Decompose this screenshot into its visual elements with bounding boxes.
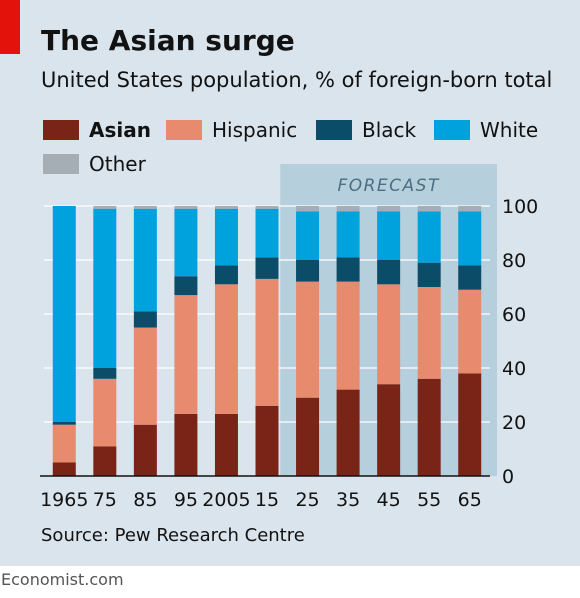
bar-asian-35 bbox=[336, 389, 360, 476]
bar-white-45 bbox=[377, 211, 401, 260]
bar-hispanic-95 bbox=[174, 295, 198, 414]
bar-asian-2005 bbox=[214, 413, 238, 476]
bar-other-2005 bbox=[214, 206, 238, 209]
x-tick-label-65: 65 bbox=[458, 489, 482, 511]
bar-hispanic-85 bbox=[133, 327, 157, 425]
bar-black-2005 bbox=[214, 265, 238, 285]
brand-red-tag bbox=[0, 0, 20, 54]
bar-white-25 bbox=[296, 211, 320, 260]
bar-other-45 bbox=[377, 206, 401, 212]
bar-white-15 bbox=[255, 208, 279, 258]
bar-white-35 bbox=[336, 211, 360, 258]
forecast-label: FORECAST bbox=[337, 176, 440, 196]
x-tick-label-2005: 2005 bbox=[202, 489, 250, 511]
economist-footer: Economist.com bbox=[1, 570, 124, 589]
bar-asian-55 bbox=[417, 378, 441, 476]
bar-white-75 bbox=[93, 208, 117, 368]
x-tick-label-95: 95 bbox=[174, 489, 198, 511]
bar-black-55 bbox=[417, 262, 441, 287]
legend-swatch-white bbox=[434, 120, 470, 140]
bar-hispanic-35 bbox=[336, 281, 360, 390]
y-tick-label-0: 0 bbox=[502, 466, 514, 488]
bar-hispanic-1965 bbox=[52, 424, 76, 463]
bar-white-85 bbox=[133, 208, 157, 312]
bar-other-25 bbox=[296, 206, 320, 212]
legend-label-hispanic: Hispanic bbox=[212, 118, 298, 142]
bar-white-65 bbox=[458, 211, 482, 266]
bar-hispanic-15 bbox=[255, 278, 279, 406]
source-note: Source: Pew Research Centre bbox=[41, 525, 305, 546]
bar-asian-15 bbox=[255, 405, 279, 476]
legend-swatch-hispanic bbox=[166, 120, 202, 140]
bar-asian-65 bbox=[458, 373, 482, 476]
bar-black-85 bbox=[133, 311, 157, 328]
legend-label-other: Other bbox=[89, 152, 146, 176]
bar-white-95 bbox=[174, 208, 198, 277]
legend-swatch-other bbox=[43, 154, 79, 174]
x-tick-label-25: 25 bbox=[295, 489, 319, 511]
x-tick-label-45: 45 bbox=[377, 489, 401, 511]
bar-hispanic-25 bbox=[296, 281, 320, 398]
legend-label-asian: Asian bbox=[89, 118, 151, 142]
bar-other-75 bbox=[93, 206, 117, 209]
bar-black-15 bbox=[255, 257, 279, 279]
bar-asian-45 bbox=[377, 384, 401, 476]
stacked-bar-chart: FORECAST 0 20 40 60 80 100 1965 75 85 95 2005 15 25 35… bbox=[40, 164, 538, 511]
legend-item-black: Black bbox=[316, 117, 416, 143]
bar-hispanic-45 bbox=[377, 284, 401, 385]
x-tick-label-75: 75 bbox=[93, 489, 117, 511]
bar-black-25 bbox=[296, 260, 320, 282]
bar-asian-25 bbox=[296, 397, 320, 476]
bar-other-55 bbox=[417, 206, 441, 212]
chart-subtitle: United States population, % of foreign-b… bbox=[41, 68, 553, 92]
bar-black-95 bbox=[174, 276, 198, 296]
bar-other-95 bbox=[174, 206, 198, 209]
x-tick-label-15: 15 bbox=[255, 489, 279, 511]
bar-white-1965 bbox=[52, 206, 76, 422]
y-tick-label-60: 60 bbox=[502, 304, 526, 326]
x-tick-label-85: 85 bbox=[133, 489, 157, 511]
bar-black-1965 bbox=[52, 422, 76, 425]
bar-hispanic-75 bbox=[93, 378, 117, 447]
bar-other-15 bbox=[255, 206, 279, 209]
bar-black-75 bbox=[93, 368, 117, 379]
bar-black-65 bbox=[458, 265, 482, 290]
x-tick-label-55: 55 bbox=[417, 489, 441, 511]
bar-hispanic-55 bbox=[417, 287, 441, 379]
y-tick-label-80: 80 bbox=[502, 250, 526, 272]
bar-white-55 bbox=[417, 211, 441, 263]
y-tick-label-20: 20 bbox=[502, 412, 526, 434]
legend-item-other: Other bbox=[43, 151, 146, 177]
legend-item-hispanic: Hispanic bbox=[166, 117, 297, 143]
bar-asian-95 bbox=[174, 413, 198, 476]
legend-item-white: White bbox=[434, 117, 538, 143]
x-tick-label-35: 35 bbox=[336, 489, 360, 511]
bar-black-35 bbox=[336, 257, 360, 282]
chart-card: The Asian surge United States population… bbox=[0, 0, 580, 566]
bar-black-45 bbox=[377, 260, 401, 285]
legend-item-asian: Asian bbox=[43, 117, 151, 143]
bar-asian-85 bbox=[133, 424, 157, 476]
bar-white-2005 bbox=[214, 208, 238, 266]
y-tick-label-40: 40 bbox=[502, 358, 526, 380]
legend-label-black: Black bbox=[362, 118, 417, 142]
x-tick-label-1965: 1965 bbox=[40, 489, 88, 511]
bar-hispanic-2005 bbox=[214, 284, 238, 414]
legend-swatch-asian bbox=[43, 120, 79, 140]
chart-title: The Asian surge bbox=[41, 24, 295, 57]
legend-label-white: White bbox=[480, 118, 539, 142]
bar-other-65 bbox=[458, 206, 482, 212]
bar-other-85 bbox=[133, 206, 157, 209]
bar-other-35 bbox=[336, 206, 360, 212]
y-tick-label-100: 100 bbox=[502, 196, 538, 218]
bar-asian-75 bbox=[93, 446, 117, 476]
bar-hispanic-65 bbox=[458, 289, 482, 374]
bar-asian-1965 bbox=[52, 462, 76, 476]
legend-swatch-black bbox=[316, 120, 352, 140]
